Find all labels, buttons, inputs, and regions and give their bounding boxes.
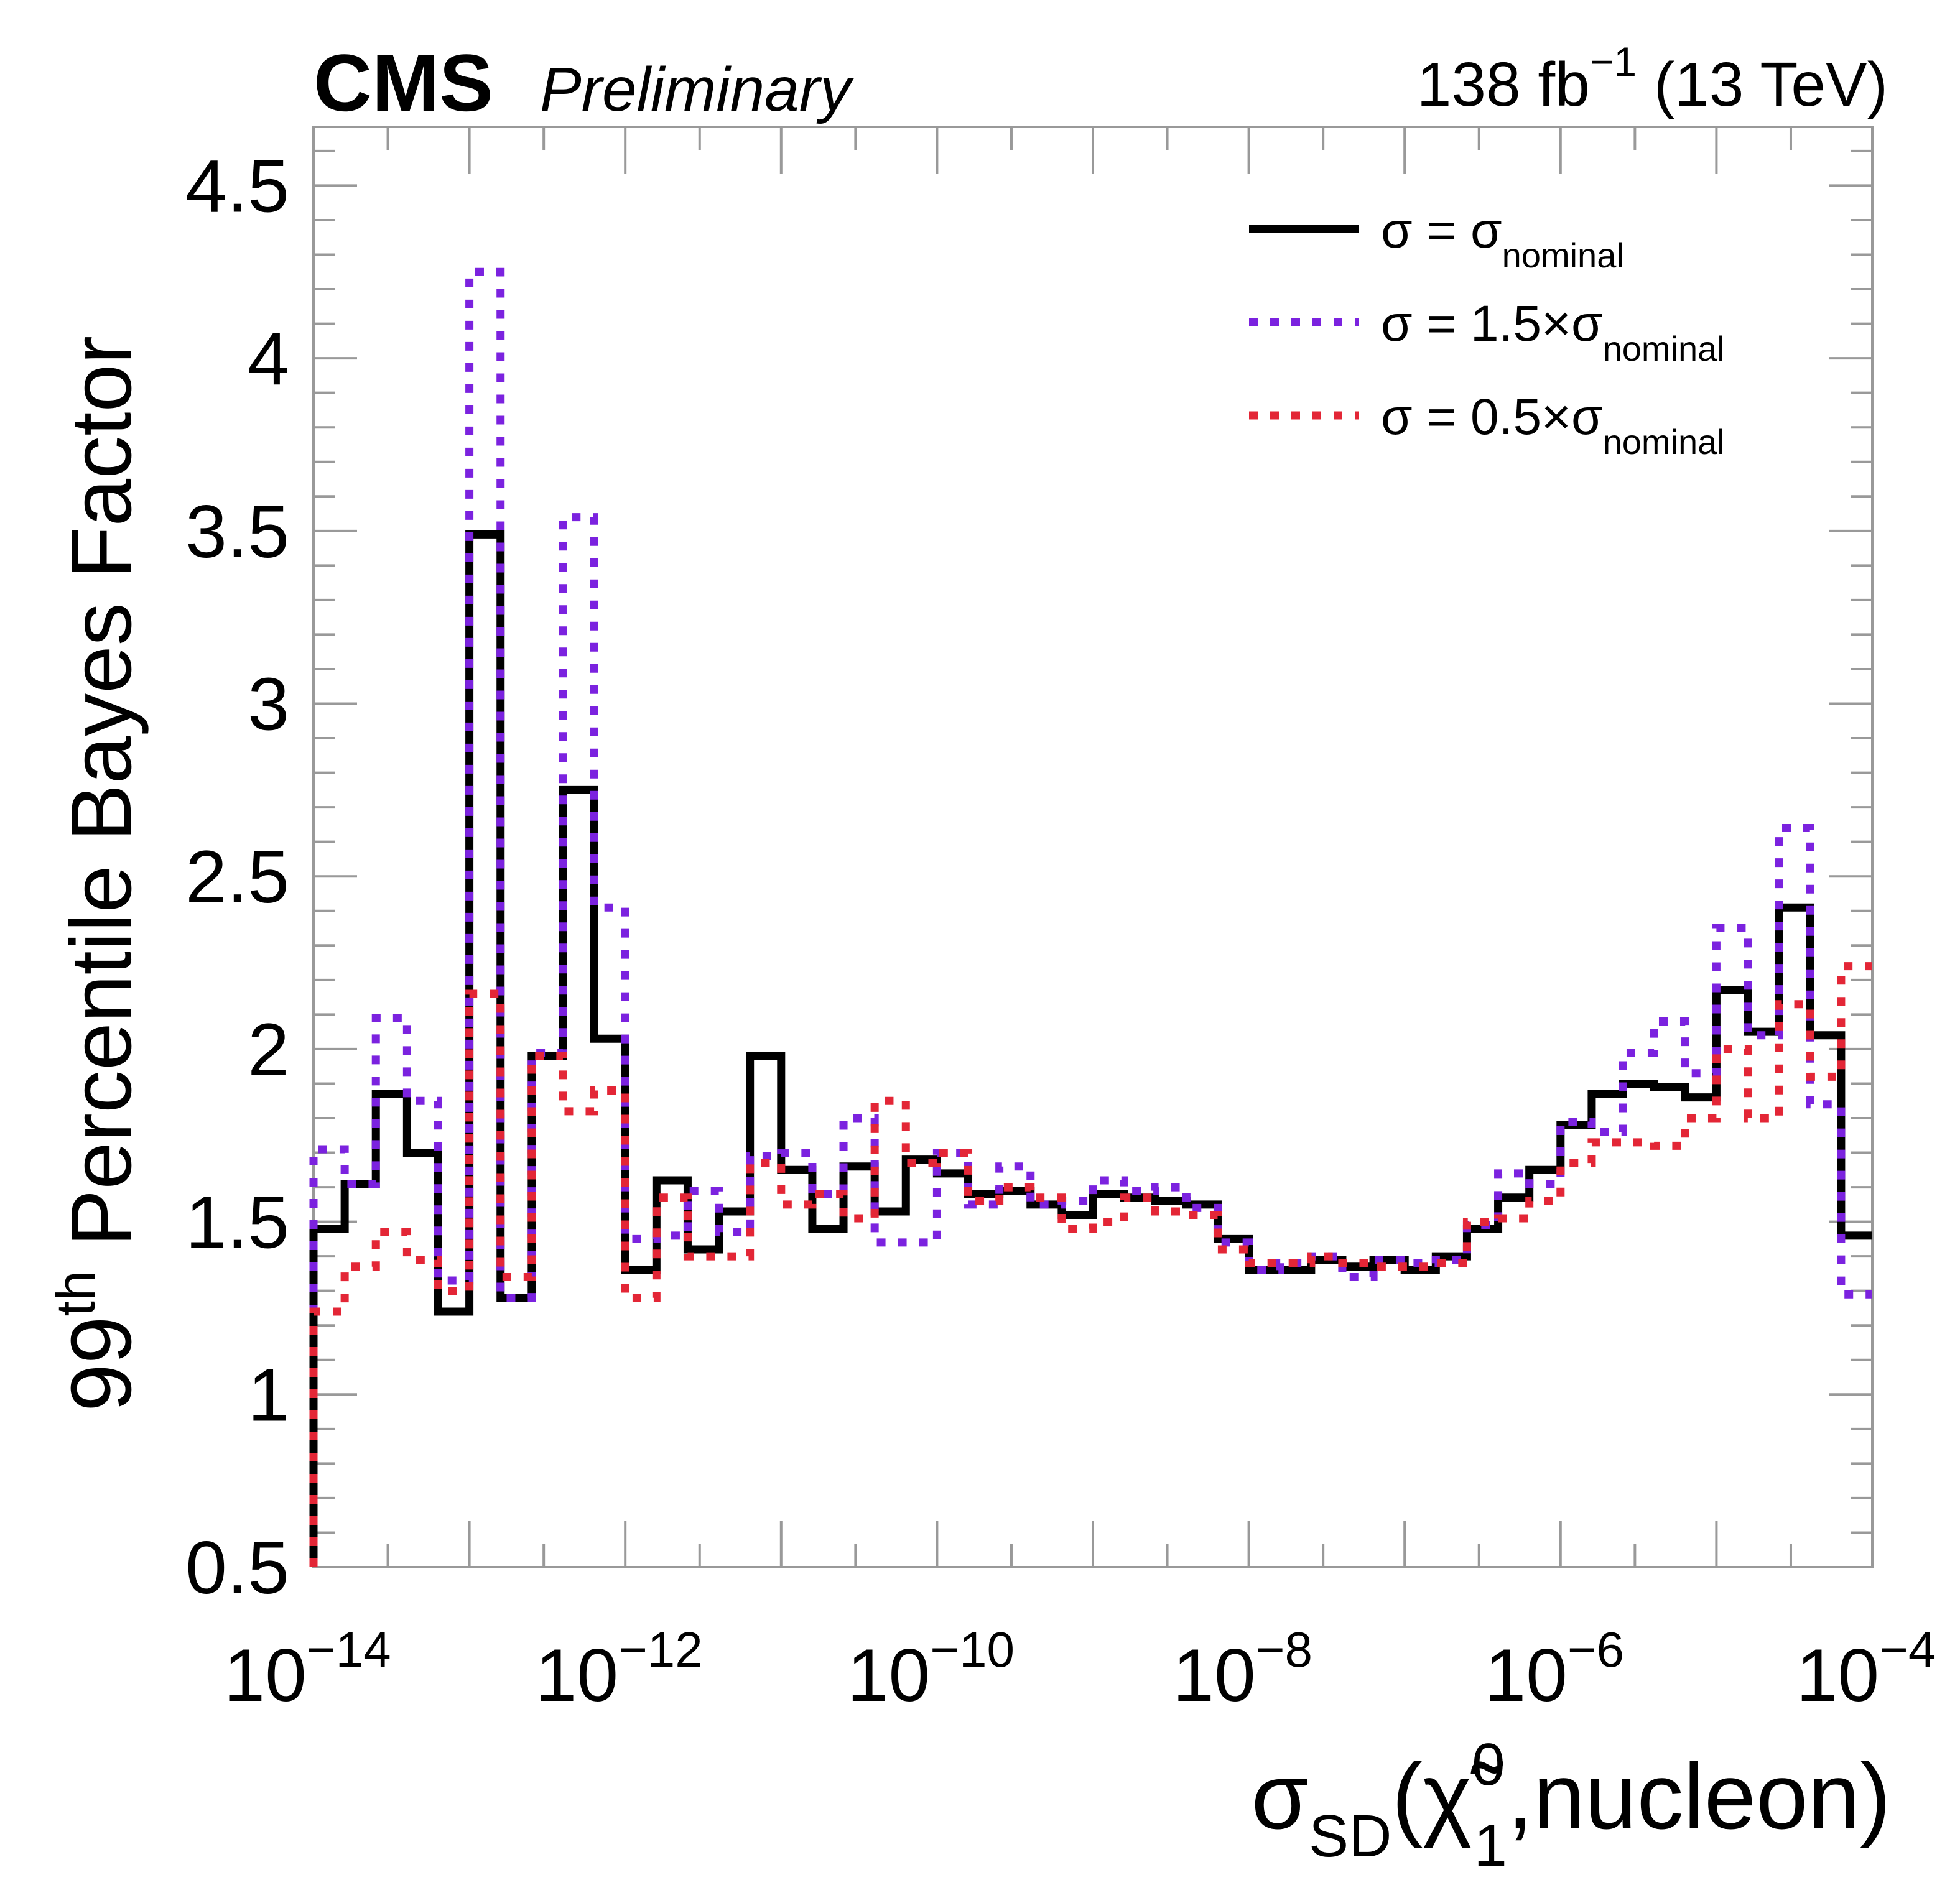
y-tick-label: 2 xyxy=(248,1008,289,1091)
y-tick-label: 1.5 xyxy=(185,1181,289,1264)
legend-label-sigma-1p5x-nominal: σ = 1.5×σnominal xyxy=(1381,295,1725,368)
series-sigma-0p5x-nominal xyxy=(309,962,1872,1567)
x-tick-label: 10−8 xyxy=(1173,1622,1312,1717)
x-tick-label: 10−4 xyxy=(1796,1622,1936,1717)
x-tick-label-base: 10 xyxy=(536,1634,618,1717)
x-tick-label: 10−12 xyxy=(536,1622,703,1717)
series-sigma-nominal xyxy=(309,530,1872,1567)
status-label: Preliminary xyxy=(540,55,855,124)
x-tick-label: 10−14 xyxy=(223,1622,391,1717)
x-tick-label-base: 10 xyxy=(1173,1634,1255,1717)
legend-label-sub: nominal xyxy=(1603,422,1725,461)
x-tick-label: 10−10 xyxy=(847,1622,1015,1717)
lumi-label: 138 fb−1 (13 TeV) xyxy=(1417,39,1888,119)
y-tick-labels: 0.5 1 1.5 2 2.5 3 3.5 4 4.5 xyxy=(185,144,289,1609)
series-line-sigma-0p5x-nominal xyxy=(309,962,1872,1567)
x-tick-label-base: 10 xyxy=(1484,1634,1567,1717)
experiment-label: CMS xyxy=(314,37,493,128)
x-tick-label-exponent: −4 xyxy=(1879,1622,1936,1677)
y-tick-label: 3 xyxy=(248,663,289,746)
x-axis-title-particle-sup: 0 xyxy=(1472,1731,1505,1798)
legend-label-sub: nominal xyxy=(1603,329,1725,368)
y-axis-title-rest: Percentile Bayes Factor xyxy=(53,336,149,1271)
y-axis-title-prefix: 99 xyxy=(53,1317,149,1412)
y-axis-title-sup: th xyxy=(45,1271,106,1316)
legend-label-sigma-0p5x-nominal: σ = 0.5×σnominal xyxy=(1381,389,1725,461)
series-line-sigma-nominal xyxy=(309,530,1872,1567)
y-tick-label: 4.5 xyxy=(185,144,289,228)
x-tick-labels: 10−14 10−12 10−10 10−8 10−6 10−4 xyxy=(223,1622,1936,1717)
header: CMS Preliminary 138 fb−1 (13 TeV) xyxy=(314,37,1888,128)
x-tick-label-exponent: −10 xyxy=(930,1622,1015,1677)
legend-label-main: σ = 0.5×σ xyxy=(1381,389,1603,445)
x-axis-title: σSD(χ̃0 1,nucleon) xyxy=(1252,1731,1892,1879)
x-tick-label-base: 10 xyxy=(1796,1634,1879,1717)
y-axis-title: 99th Percentile Bayes Factor xyxy=(45,336,149,1412)
x-tick-label-exponent: −6 xyxy=(1568,1622,1624,1677)
x-axis-title-sub: SD xyxy=(1309,1803,1391,1869)
x-tick-label-exponent: −14 xyxy=(307,1622,391,1677)
series-sigma-1p5x-nominal xyxy=(309,267,1872,1567)
x-axis-title-rest: ,nucleon) xyxy=(1507,1744,1891,1848)
x-axis-title-particle-sub: 1 xyxy=(1474,1812,1507,1879)
x-axis-title-sigma: σ xyxy=(1252,1744,1309,1848)
y-tick-label: 3.5 xyxy=(185,490,289,573)
y-tick-label: 0.5 xyxy=(185,1526,289,1609)
axes xyxy=(312,126,1874,1568)
x-tick-label-exponent: −12 xyxy=(618,1622,703,1677)
y-tick-label: 2.5 xyxy=(185,835,289,919)
series-line-sigma-1p5x-nominal xyxy=(309,267,1872,1567)
x-tick-label-base: 10 xyxy=(847,1634,930,1717)
legend-label-sub: nominal xyxy=(1502,236,1624,275)
y-tick-label: 1 xyxy=(248,1353,289,1437)
y-tick-label: 4 xyxy=(248,317,289,401)
lumi-value: 138 fb xyxy=(1417,50,1590,119)
lumi-exponent: −1 xyxy=(1590,39,1637,85)
legend-label-sigma-nominal: σ = σnominal xyxy=(1381,202,1624,275)
x-tick-label: 10−6 xyxy=(1484,1622,1624,1717)
x-tick-label-base: 10 xyxy=(223,1634,306,1717)
series-layer xyxy=(309,267,1872,1567)
legend-label-main: σ = 1.5×σ xyxy=(1381,295,1603,352)
legend-label-main: σ = σ xyxy=(1381,202,1502,259)
energy-label: (13 TeV) xyxy=(1654,50,1888,119)
x-tick-label-exponent: −8 xyxy=(1256,1622,1312,1677)
